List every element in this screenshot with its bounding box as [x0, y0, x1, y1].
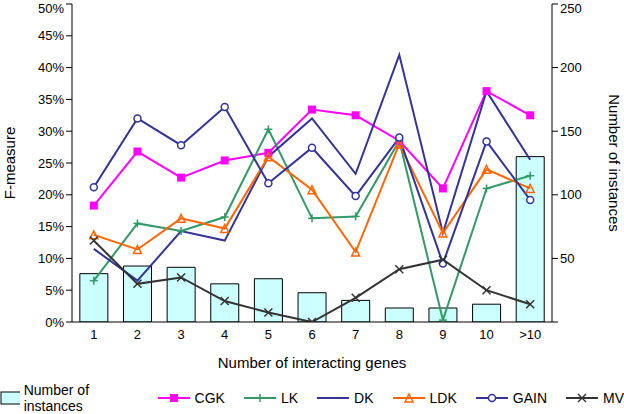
- svg-text:250: 250: [560, 1, 582, 16]
- svg-text:45%: 45%: [38, 28, 64, 43]
- svg-text:150: 150: [560, 124, 582, 139]
- html-text:LDK: LDK: [429, 390, 457, 406]
- svg-text:>10: >10: [519, 327, 541, 342]
- svg-text:Number of interacting genes: Number of interacting genes: [218, 354, 406, 371]
- html-text:CGK: CGK: [194, 390, 225, 406]
- svg-text:2: 2: [134, 327, 141, 342]
- svg-text:20%: 20%: [38, 187, 64, 202]
- svg-text:40%: 40%: [38, 60, 64, 75]
- svg-text:30%: 30%: [38, 124, 64, 139]
- svg-text:F-measure: F-measure: [8, 127, 18, 200]
- svg-text:5: 5: [265, 327, 272, 342]
- svg-text:8: 8: [396, 327, 403, 342]
- svg-text:7: 7: [352, 327, 359, 342]
- svg-text:Number of instances: Number of instances: [606, 94, 616, 232]
- svg-text:10%: 10%: [38, 251, 64, 266]
- svg-text:3: 3: [177, 327, 184, 342]
- svg-text:35%: 35%: [38, 92, 64, 107]
- html-text:Number of instances: Number of instances: [23, 382, 89, 414]
- svg-text:5%: 5%: [45, 283, 64, 298]
- svg-text:50%: 50%: [38, 1, 64, 16]
- svg-text:100: 100: [560, 187, 582, 202]
- svg-text:9: 9: [439, 327, 446, 342]
- svg-text:6: 6: [308, 327, 315, 342]
- html-text:GAIN: GAIN: [512, 390, 547, 406]
- svg-text:15%: 15%: [38, 219, 64, 234]
- html-text:DK: DK: [354, 390, 374, 406]
- svg-text:200: 200: [560, 60, 582, 75]
- svg-text:0%: 0%: [45, 315, 64, 330]
- svg-text:10: 10: [479, 327, 493, 342]
- html-text:LK: LK: [281, 390, 299, 406]
- svg-text:1: 1: [90, 327, 97, 342]
- html-text:MV: MV: [603, 390, 624, 406]
- svg-text:4: 4: [221, 327, 228, 342]
- svg-text:50: 50: [560, 251, 574, 266]
- svg-text:25%: 25%: [38, 156, 64, 171]
